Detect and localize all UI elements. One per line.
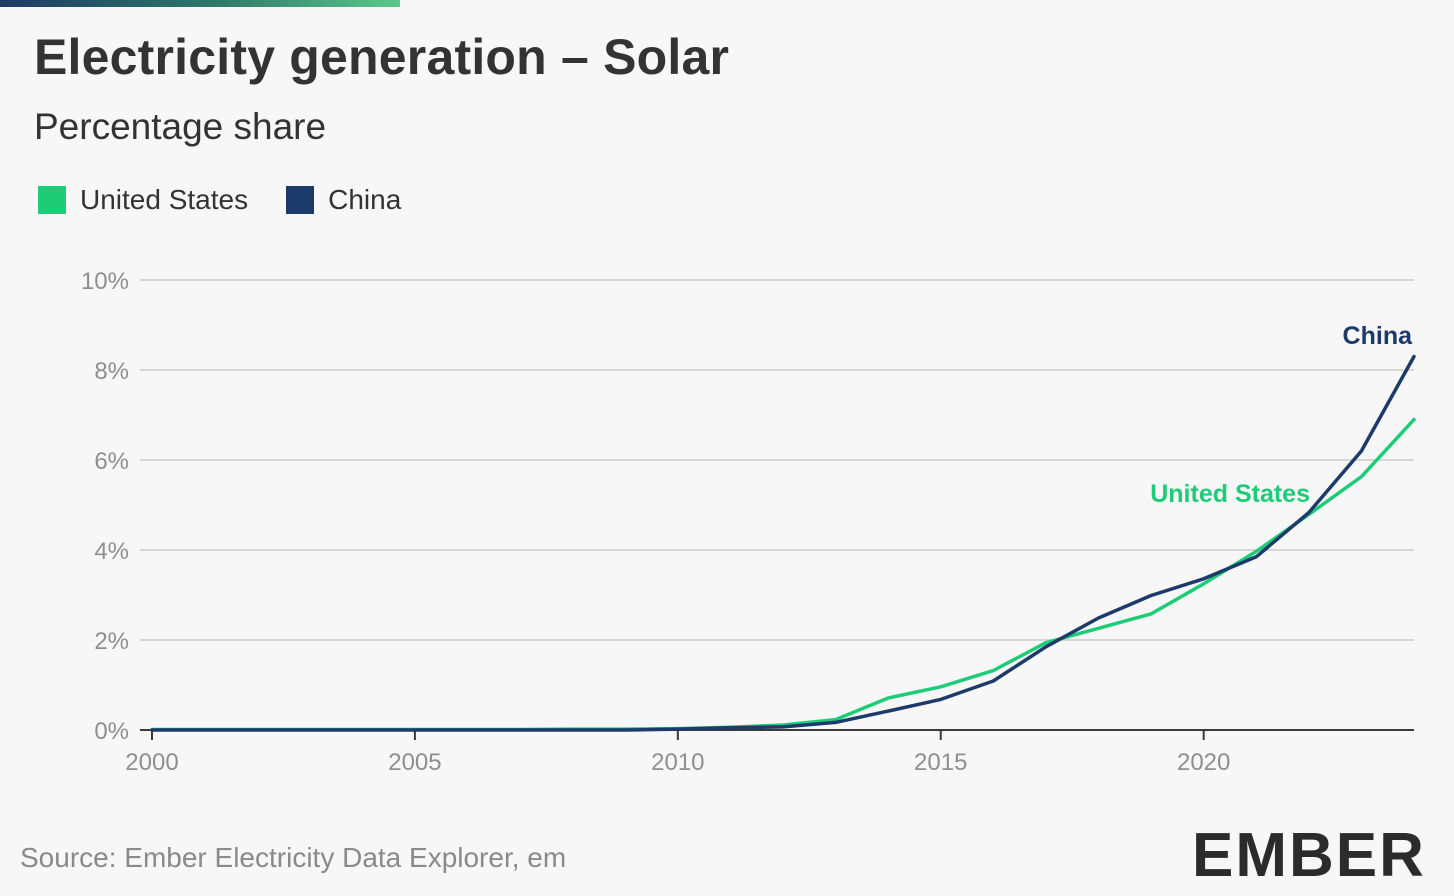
y-tick-label: 6% [94,448,129,475]
y-tick-label: 4% [94,538,129,565]
series-label-united-states: United States [1150,480,1310,508]
y-tick-label: 10% [81,268,129,295]
series-line-china [150,354,1416,732]
x-tick-label: 2005 [388,749,441,776]
legend-label-china: China [328,184,402,215]
y-tick-label: 8% [94,358,129,385]
chart-subtitle: Percentage share [34,106,327,147]
legend-item-china[interactable]: China [286,184,401,216]
line-chart: 0% 2% 4% 6% 8% 10% 2000 2005 2010 2015 2020 United … [81,268,1416,776]
chart-title: Electricity generation – Solar [34,29,730,85]
x-tick-label: 2000 [125,749,178,776]
y-tick-label: 2% [94,628,129,655]
ember-logo: EMBER [1192,822,1426,884]
y-tick-label: 0% [94,718,129,745]
legend-item-united-states[interactable]: United States [38,184,248,216]
legend-swatch-united-states [38,186,66,214]
series-label-china: China [1343,322,1414,350]
source-fade-overlay [602,838,862,882]
x-tick-label: 2015 [914,749,967,776]
ember-logo-text: EMBER [1192,822,1426,884]
legend-swatch-china [286,186,315,214]
x-tick-label: 2020 [1177,749,1230,776]
legend-label-united-states: United States [80,184,249,215]
source-note: Source: Ember Electricity Data Explorer,… [20,842,567,873]
series-line-united-states [150,417,1416,732]
x-tick-label: 2010 [651,749,704,776]
brand-gradient-bar [0,0,400,7]
legend: United States China [38,184,439,216]
